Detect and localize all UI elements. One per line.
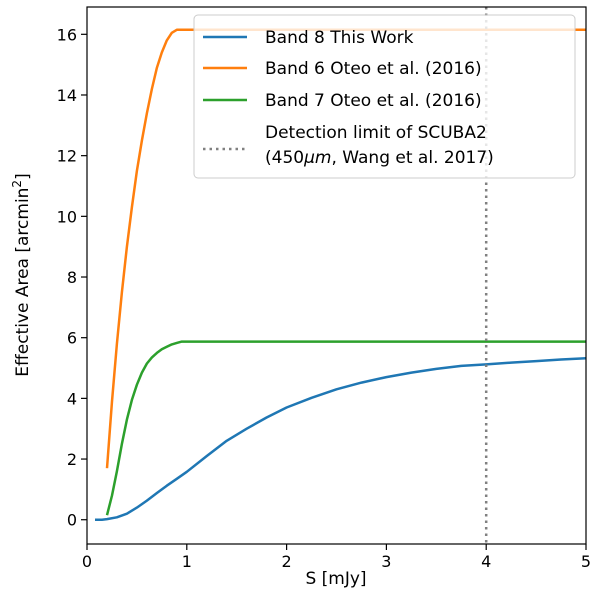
series-line-0 bbox=[95, 357, 587, 521]
y-tick-label: 4 bbox=[67, 389, 77, 408]
x-tick-label: 4 bbox=[481, 552, 491, 571]
y-axis-label-superscript: 2 bbox=[10, 180, 24, 188]
x-tick-label: 2 bbox=[282, 552, 292, 571]
y-tick-label: 8 bbox=[67, 268, 77, 287]
x-tick-label: 1 bbox=[182, 552, 192, 571]
legend-label-band8: Band 8 This Work bbox=[265, 28, 414, 48]
y-tick-label: 0 bbox=[67, 511, 77, 530]
plot-frame bbox=[86, 6, 587, 545]
x-tick-label: 3 bbox=[381, 552, 391, 571]
x-tick-label: 5 bbox=[581, 552, 591, 571]
y-tick-label: 2 bbox=[67, 450, 77, 469]
legend-label-detection-limit-line2: (450μm, Wang et al. 2017) bbox=[265, 148, 494, 168]
y-tick-label: 6 bbox=[67, 329, 77, 348]
x-axis-label: S [mJy] bbox=[305, 569, 366, 589]
series-line-2 bbox=[105, 340, 586, 516]
y-tick-label: 14 bbox=[57, 86, 77, 105]
legend-label-detection-limit-line1: Detection limit of SCUBA2 bbox=[265, 123, 487, 143]
y-tick-label: 16 bbox=[57, 25, 77, 44]
y-tick-label: 12 bbox=[57, 147, 77, 166]
x-axis-ticks: 0 1 2 3 4 5 bbox=[82, 544, 591, 571]
legend: Band 8 This Work Band 6 Oteo et al. (201… bbox=[193, 14, 576, 179]
y-axis-ticks: 0 2 4 6 8 10 12 14 16 bbox=[57, 25, 87, 530]
y-axis-label: Effective Area [arcmin2] bbox=[10, 173, 33, 376]
legend-label-band6: Band 6 Oteo et al. (2016) bbox=[265, 59, 482, 79]
y-tick-label: 10 bbox=[57, 207, 77, 226]
legend-box bbox=[193, 14, 576, 179]
legend-label-band7: Band 7 Oteo et al. (2016) bbox=[265, 91, 482, 111]
x-tick-label: 0 bbox=[82, 552, 92, 571]
